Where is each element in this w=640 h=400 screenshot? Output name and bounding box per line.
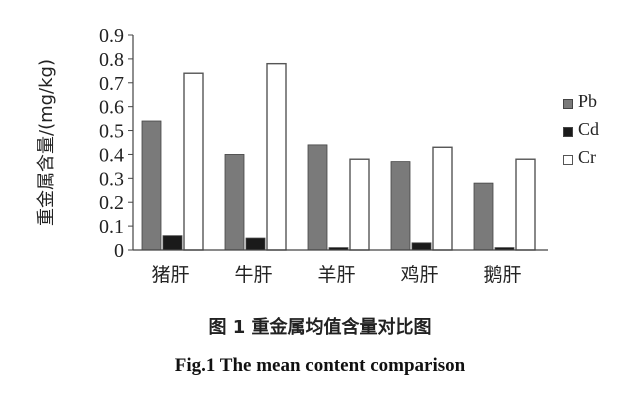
x-tick-label: 牛肝 (234, 264, 272, 286)
bar-pb (473, 182, 494, 251)
bar-cr (183, 72, 204, 251)
y-tick-label: 0.5 (99, 121, 124, 143)
bar-cr (432, 146, 453, 251)
x-axis-labels: 猪肝 牛肝 羊肝 鸡肝 鹅肝 (151, 264, 521, 286)
legend-swatch-pb (563, 99, 573, 109)
y-tick-label: 0.3 (99, 168, 124, 190)
y-tick-label: 0.1 (99, 216, 124, 238)
y-tick-label: 0.6 (99, 97, 124, 119)
y-tick-label: 0.2 (99, 192, 124, 214)
y-tick-label: 0.4 (99, 144, 124, 166)
x-tick-label: 鸡肝 (400, 264, 438, 286)
bar-cd (162, 235, 183, 251)
bar-cr (349, 158, 370, 251)
y-axis-label: 重金属含量/(mg/kg) (36, 59, 57, 226)
legend-label-cr: Cr (578, 147, 596, 167)
bar-cr (515, 158, 536, 251)
bar-pb (141, 120, 162, 251)
y-tick-label: 0 (114, 240, 124, 262)
chart-area: 0.90.80.70.60.50.40.30.20.10 猪肝 牛肝 羊肝 鸡肝 鹅肝 … (36, 25, 548, 286)
bar-pb (224, 154, 245, 251)
y-tick-label: 0.9 (99, 25, 124, 47)
x-tick-label: 羊肝 (317, 264, 355, 286)
legend-swatch-cd (563, 127, 573, 137)
y-axis-ticks: 0.90.80.70.60.50.40.30.20.10 (99, 25, 133, 262)
legend-label-cd: Cd (578, 119, 600, 139)
legend-label-pb: Pb (578, 91, 598, 111)
y-tick-label: 0.8 (99, 49, 124, 71)
bar-pb (307, 144, 328, 251)
bar-cr (266, 62, 287, 251)
x-tick-label: 猪肝 (151, 264, 189, 286)
bars-group (141, 62, 536, 251)
figure-caption-english: Fig.1 The mean content comparison (174, 355, 466, 376)
bar-cd (411, 242, 432, 251)
y-tick-label: 0.7 (99, 73, 124, 95)
legend-swatch-cr (563, 155, 573, 165)
figure-caption-chinese: 图 1 重金属均值含量对比图 (208, 317, 432, 338)
x-tick-label: 鹅肝 (483, 264, 521, 286)
bar-cd (245, 237, 266, 251)
bar-pb (390, 161, 411, 251)
